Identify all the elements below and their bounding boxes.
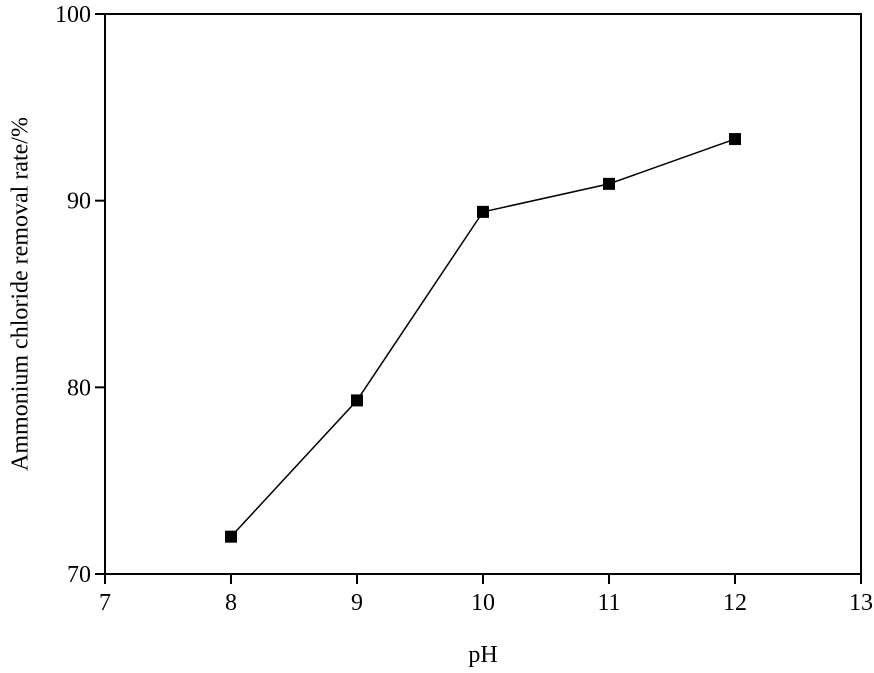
plot-frame — [104, 13, 862, 575]
marker — [477, 205, 489, 218]
x-tick-label: 13 — [849, 590, 873, 616]
x-tick-label: 12 — [723, 590, 747, 616]
x-tick-label: 11 — [597, 590, 620, 616]
y-tick-label: 90 — [67, 189, 91, 215]
x-axis-label: pH — [468, 642, 497, 668]
marker — [351, 394, 363, 407]
marker — [603, 177, 615, 190]
x-tick-label: 10 — [471, 590, 495, 616]
marker — [729, 133, 741, 146]
line — [230, 138, 736, 538]
y-axis-label: Ammonium chloride removal rate/% — [8, 117, 34, 471]
x-tick-label: 7 — [99, 590, 111, 616]
marker — [225, 530, 237, 543]
x-tick-label: 9 — [351, 590, 363, 616]
y-tick-label: 70 — [67, 562, 91, 588]
y-tick-label: 100 — [55, 2, 91, 28]
y-tick-label: 80 — [67, 375, 91, 401]
x-tick-label: 8 — [225, 590, 237, 616]
